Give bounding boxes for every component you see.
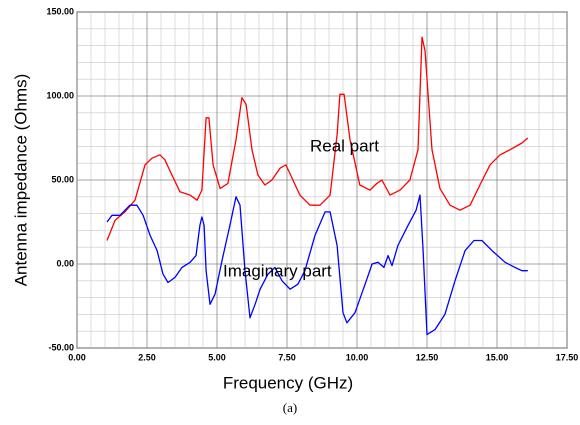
x-axis-label: Frequency (GHz)	[223, 373, 353, 392]
series-line	[106, 194, 528, 336]
series-line	[106, 36, 529, 241]
y-tick-label: 150.00	[46, 6, 74, 16]
x-tick-label: 7.50	[278, 352, 296, 362]
y-axis-label: Antenna impedance (Ohms)	[11, 74, 30, 287]
series-annotation: Real part	[310, 136, 379, 155]
x-tick-label: 12.50	[416, 352, 439, 362]
x-tick-label: 17.50	[556, 352, 579, 362]
y-tick-label: 50.00	[51, 174, 74, 184]
y-tick-label: 0.00	[56, 258, 74, 268]
lines	[106, 36, 529, 336]
y-tick-label: 100.00	[46, 90, 74, 100]
grid	[76, 11, 568, 349]
x-tick-label: 5.00	[208, 352, 226, 362]
series-annotation: Imaginary part	[223, 261, 332, 280]
caption: (a)	[283, 400, 297, 415]
x-tick-label: 0.00	[68, 352, 86, 362]
x-tick-label: 10.00	[346, 352, 369, 362]
x-tick-label: 2.50	[138, 352, 156, 362]
x-tick-label: 15.00	[486, 352, 509, 362]
y-tick-label: -50.00	[48, 342, 74, 352]
